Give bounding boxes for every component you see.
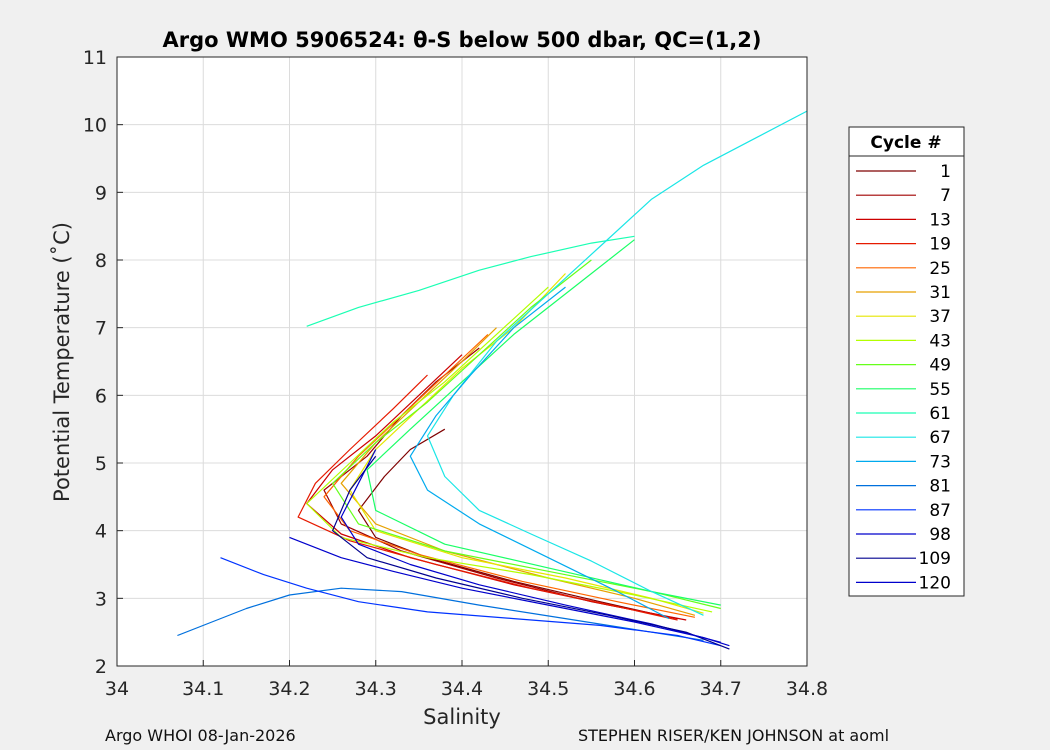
y-tick-label: 4 — [95, 521, 107, 543]
y-tick-label: 10 — [83, 115, 107, 137]
series-cycle-109 — [332, 455, 730, 650]
series-cycle-73 — [409, 286, 670, 620]
legend-label-98: 98 — [929, 525, 951, 545]
x-tick-label: 34.7 — [700, 678, 742, 700]
legend-label-73: 73 — [929, 452, 951, 472]
y-tick-label: 7 — [95, 318, 107, 340]
legend-label-87: 87 — [929, 501, 951, 521]
axis-ticks: 34 34.1 34.2 34.3 34.4 34.5 34.6 34.7 34.8234567… — [83, 47, 828, 700]
x-axis-label: Salinity — [423, 705, 501, 729]
legend-label-13: 13 — [929, 210, 951, 230]
legend-label-49: 49 — [929, 356, 951, 376]
series-cycle-43 — [306, 286, 713, 613]
legend-label-55: 55 — [929, 380, 951, 400]
series-cycle-61 — [306, 235, 635, 327]
legend-entries: 1 7 13 19 25 31 37 43 49 55 61 67 73 81 87 98 109 120 — [856, 162, 951, 593]
y-axis-label: Potential Temperature (˚C) — [50, 222, 74, 502]
series-cycle-55 — [366, 239, 721, 606]
y-tick-label: 3 — [95, 588, 107, 610]
x-tick-label: 34.3 — [355, 678, 397, 700]
y-tick-label: 2 — [95, 656, 107, 678]
legend-label-43: 43 — [929, 331, 951, 351]
series-cycle-87 — [220, 557, 721, 647]
series-cycle-81 — [177, 587, 704, 641]
legend-title: Cycle # — [870, 133, 941, 153]
series-cycle-98 — [340, 449, 721, 643]
x-tick-label: 34.6 — [613, 678, 655, 700]
x-tick-label: 34.1 — [182, 678, 224, 700]
legend-label-61: 61 — [929, 404, 951, 424]
legend-label-81: 81 — [929, 477, 951, 497]
series-cycle-120 — [289, 536, 730, 647]
y-tick-label: 5 — [95, 453, 107, 475]
series-cycle-19 — [297, 374, 678, 621]
legend-label-120: 120 — [919, 573, 951, 593]
series-layer — [177, 110, 808, 650]
y-tick-label: 9 — [95, 182, 107, 204]
y-tick-label: 6 — [95, 385, 107, 407]
x-tick-label: 34.8 — [786, 678, 828, 700]
x-tick-label: 34.2 — [268, 678, 310, 700]
legend-label-25: 25 — [929, 259, 951, 279]
legend-label-7: 7 — [940, 186, 951, 206]
y-tick-label: 11 — [83, 47, 107, 69]
x-tick-label: 34.5 — [527, 678, 569, 700]
x-tick-label: 34 — [105, 678, 129, 700]
footer-right-credit: STEPHEN RISER/KEN JOHNSON at aoml — [578, 726, 890, 745]
legend-label-31: 31 — [929, 283, 951, 303]
legend-label-67: 67 — [929, 428, 951, 448]
y-tick-label: 8 — [95, 250, 107, 272]
legend-label-37: 37 — [929, 307, 951, 327]
series-cycle-49 — [332, 259, 721, 610]
chart-title: Argo WMO 5906524: θ-S below 500 dbar, QC… — [163, 28, 762, 52]
legend-label-1: 1 — [940, 162, 951, 182]
series-cycle-1 — [357, 428, 670, 618]
footer-left-credit: Argo WHOI 08-Jan-2026 — [105, 726, 296, 745]
legend-label-109: 109 — [919, 549, 951, 569]
series-cycle-25 — [323, 333, 696, 618]
legend: Cycle # 1 7 13 19 25 31 37 43 49 55 61 67 73 81 87 98 10… — [848, 126, 965, 597]
x-tick-label: 34.4 — [441, 678, 483, 700]
legend-box — [848, 126, 965, 597]
legend-label-19: 19 — [929, 235, 951, 255]
